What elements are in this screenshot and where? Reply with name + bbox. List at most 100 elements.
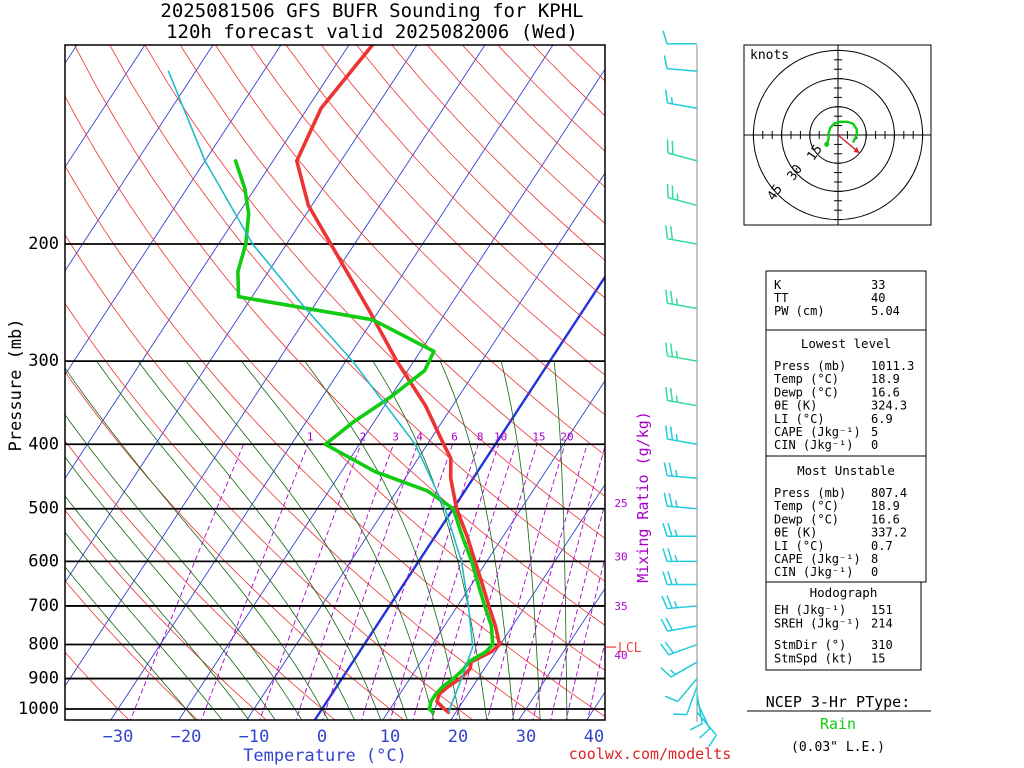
- x-tick-label: 0: [317, 727, 327, 747]
- isotherm-line: [65, 45, 282, 376]
- index-label: K: [774, 278, 782, 292]
- index-label: SREH (Jkg⁻¹): [774, 617, 861, 631]
- footer-source[interactable]: coolwx.com/modelts: [569, 745, 732, 763]
- wind-barb: [662, 30, 697, 45]
- x-axis-label: Temperature (°C): [243, 746, 407, 766]
- index-label: LI (°C): [774, 539, 825, 553]
- ptype-precip: (0.03" L.E.): [791, 740, 885, 755]
- most-unstable-header: Most Unstable: [797, 463, 895, 478]
- skewt-background-lines: [65, 45, 605, 720]
- wind-barb: [662, 548, 697, 563]
- index-label: CIN (Jkg⁻¹): [774, 438, 853, 452]
- index-value: 33: [871, 278, 885, 292]
- wind-barb-feather: [673, 713, 687, 716]
- index-label: θE (K): [774, 526, 817, 540]
- moist-adiabat-line: [137, 360, 382, 720]
- wind-barb-feather: [660, 667, 672, 678]
- index-label: Dewp (°C): [774, 512, 839, 526]
- moist-adiabat-line: [65, 456, 276, 720]
- wind-barb: [662, 523, 697, 538]
- wind-barb-feather: [689, 723, 703, 731]
- index-value: 324.3: [871, 399, 907, 413]
- indices-box: [765, 270, 927, 331]
- dry-adiabat-line: [65, 509, 267, 720]
- y-tick-label: 700: [28, 596, 59, 616]
- moist-adiabat-line: [241, 360, 435, 720]
- index-value: 5.04: [871, 304, 900, 318]
- wind-barb-staff: [677, 678, 698, 703]
- index-label: Press (mb): [774, 359, 846, 373]
- mixing-ratio-line: [486, 444, 566, 720]
- index-value: 214: [871, 617, 893, 631]
- hodograph-trace-start: [824, 141, 830, 147]
- mixing-ratio-top-label: 10: [494, 430, 507, 443]
- dry-adiabat-line: [461, 45, 605, 188]
- y-tick-label: 200: [28, 234, 59, 254]
- index-label: Dewp (°C): [774, 385, 839, 399]
- dry-adiabat-line: [250, 45, 605, 416]
- mixing-ratio-top-label: 15: [532, 430, 545, 443]
- wind-barb-half-feather: [675, 298, 679, 306]
- y-tick-label: 900: [28, 669, 59, 689]
- wind-barb-half-feather: [673, 601, 678, 608]
- wind-barb: [660, 617, 698, 632]
- y-tick-label: 800: [28, 635, 59, 655]
- wind-barb-half-feather: [674, 529, 678, 537]
- lowest-level-header: Lowest level: [801, 336, 891, 351]
- wind-barb-feather: [665, 425, 669, 440]
- index-value: 16.6: [871, 512, 900, 526]
- wind-barb: [663, 462, 698, 480]
- wind-barb-feather: [665, 225, 669, 239]
- mixing-ratio-top-label: 6: [451, 430, 458, 443]
- y-tick-label: 1000: [18, 699, 59, 719]
- mixing-ratio-top-label: 1: [307, 430, 314, 443]
- dry-adiabat-line: [214, 45, 605, 456]
- wind-barb-staff: [667, 67, 698, 73]
- wind-barb-feather: [668, 493, 673, 507]
- moist-adiabat-line: [65, 566, 196, 720]
- mixing-ratio-line: [587, 639, 605, 720]
- wind-barb-feather: [699, 728, 711, 739]
- index-label: LI (°C): [774, 412, 825, 426]
- chart-title-line2: 120h forecast valid 2025082006 (Wed): [166, 21, 578, 43]
- moist-adiabat-line: [304, 360, 461, 720]
- wind-barb-feather: [660, 643, 670, 656]
- ptype-value: Rain: [820, 715, 856, 733]
- wind-barb-feather: [669, 226, 674, 240]
- index-label: CAPE (Jkg⁻¹): [774, 552, 861, 566]
- index-value: 151: [871, 603, 893, 617]
- y-tick-label: 300: [28, 351, 59, 371]
- index-label: Press (mb): [774, 486, 846, 500]
- wind-barb: [663, 492, 698, 510]
- isotherm-line: [246, 172, 605, 720]
- wind-barb-feather: [669, 387, 674, 402]
- dewpoint-trace: [233, 159, 495, 714]
- y-tick-label: 600: [28, 551, 59, 571]
- wind-barb-feather: [665, 386, 669, 401]
- wind-barb-feather: [665, 617, 674, 631]
- isotherm-line: [178, 68, 605, 720]
- wind-barb-feather: [663, 462, 668, 476]
- x-tick-label: 10: [380, 727, 400, 747]
- dry-adiabat-line: [320, 45, 605, 337]
- wind-barb: [665, 425, 698, 446]
- wind-barb-half-feather: [675, 433, 679, 441]
- index-label: Temp (°C): [774, 372, 839, 386]
- wind-barb-half-feather: [674, 469, 678, 477]
- wind-barb-half-feather: [674, 577, 678, 585]
- dry-adiabat-line: [144, 45, 605, 539]
- ptype-title: NCEP 3-Hr PType:: [766, 693, 911, 711]
- wind-barb-feather: [669, 343, 674, 357]
- hodograph-ring-label: 15: [805, 142, 826, 163]
- hodograph-units-label: knots: [750, 48, 789, 63]
- y-axis-label: Pressure (mb): [6, 318, 26, 451]
- mixing-ratio-top-label: 3: [392, 430, 399, 443]
- wind-barb: [665, 225, 698, 245]
- mixing-ratio-side-label: 30: [614, 551, 627, 564]
- wind-barb: [666, 139, 698, 162]
- skewt-axes: 200 300 400 500 600 700 800 900 1000 −30 −20 −10 0 10…: [18, 234, 604, 747]
- moist-adiabat-line: [372, 360, 488, 720]
- wind-barbs: [660, 30, 717, 747]
- storm-motion-arrowhead: [853, 147, 860, 154]
- hodograph-ring-label: 30: [785, 162, 806, 183]
